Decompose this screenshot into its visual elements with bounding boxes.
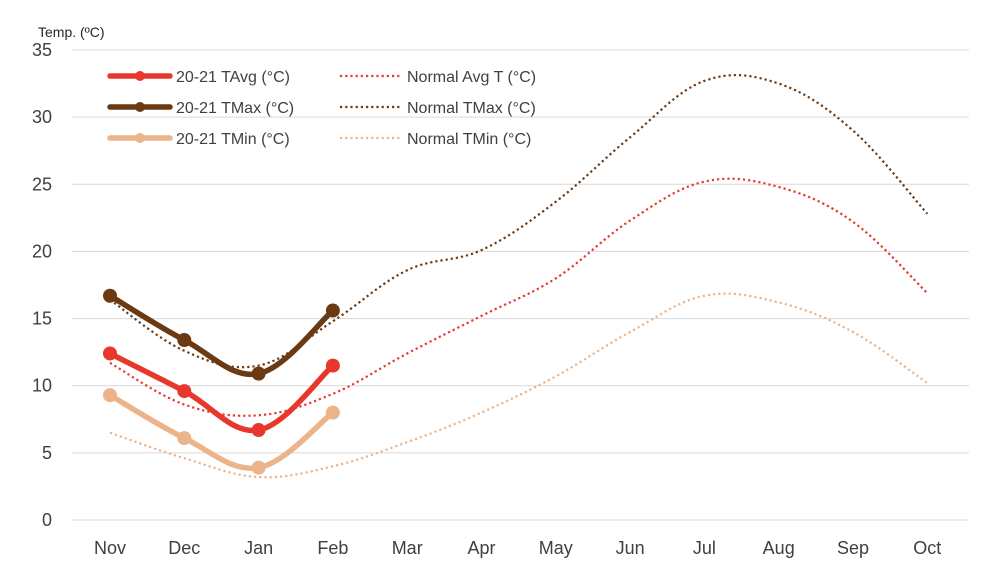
y-tick-label: 10 (32, 376, 52, 396)
legend-label: 20-21 TAvg (°C) (176, 69, 290, 86)
data-point-20-21-tmax-c (103, 288, 117, 303)
series-lines (103, 73, 929, 479)
x-tick-label: Jun (616, 538, 645, 558)
series-line-normal-avg-t-c (109, 177, 929, 417)
legend-label: 20-21 TMin (°C) (176, 131, 290, 148)
y-tick-label: 15 (32, 309, 52, 329)
data-point-20-21-tmax-c (251, 366, 266, 381)
x-tick-label: Jan (244, 538, 273, 558)
y-axis-ticks: 0 5 10 15 20 25 30 35 (32, 40, 52, 530)
series-line-20-21-tmin-c (107, 392, 336, 472)
y-axis-title: Temp. (ºC) (38, 24, 105, 40)
x-tick-label: May (539, 538, 573, 558)
legend-marker (135, 71, 145, 81)
data-point-20-21-tmin-c (325, 405, 340, 420)
data-point-20-21-tmin-c (177, 431, 192, 446)
legend-marker (135, 133, 145, 143)
x-tick-label: Nov (94, 538, 126, 558)
y-tick-label: 25 (32, 174, 52, 194)
legend-label: 20-21 TMax (°C) (176, 100, 294, 117)
data-point-20-21-tmin-c (103, 388, 117, 403)
y-tick-label: 20 (32, 241, 52, 261)
series-line-normal-tmax-c (109, 73, 929, 369)
y-tick-label: 30 (32, 107, 52, 127)
data-point-20-21-tmax-c (177, 333, 192, 348)
y-tick-label: 35 (32, 40, 52, 60)
x-tick-label: Aug (763, 538, 795, 558)
data-point-20-21-tavg-c (177, 384, 192, 399)
x-tick-label: Mar (392, 538, 423, 558)
x-tick-label: Dec (168, 538, 200, 558)
data-point-20-21-tmax-c (325, 303, 340, 318)
x-tick-label: Apr (467, 538, 495, 558)
data-point-20-21-tmin-c (251, 460, 266, 475)
series-line-20-21-tmax-c (107, 292, 336, 378)
data-point-20-21-tavg-c (103, 346, 117, 361)
series-line-20-21-tavg-c (107, 350, 336, 434)
y-tick-label: 0 (42, 510, 52, 530)
data-point-20-21-tavg-c (325, 358, 340, 373)
legend-label: Normal TMin (°C) (407, 131, 531, 148)
x-tick-label: Sep (837, 538, 869, 558)
legend: 20-21 TAvg (°C) 20-21 TMax (°C) 20-21 TMin… (107, 69, 536, 148)
y-tick-label: 5 (42, 443, 52, 463)
data-point-20-21-tavg-c (251, 423, 266, 438)
legend-label: Normal TMax (°C) (407, 100, 536, 117)
legend-marker (135, 102, 145, 112)
x-tick-label: Feb (317, 538, 348, 558)
gridlines (72, 49, 969, 521)
x-axis-ticks: Nov Dec Jan Feb Mar Apr May Jun Jul Aug Sep Oct (94, 538, 941, 558)
x-tick-label: Oct (913, 538, 941, 558)
x-tick-label: Jul (693, 538, 716, 558)
legend-label: Normal Avg T (°C) (407, 69, 536, 86)
